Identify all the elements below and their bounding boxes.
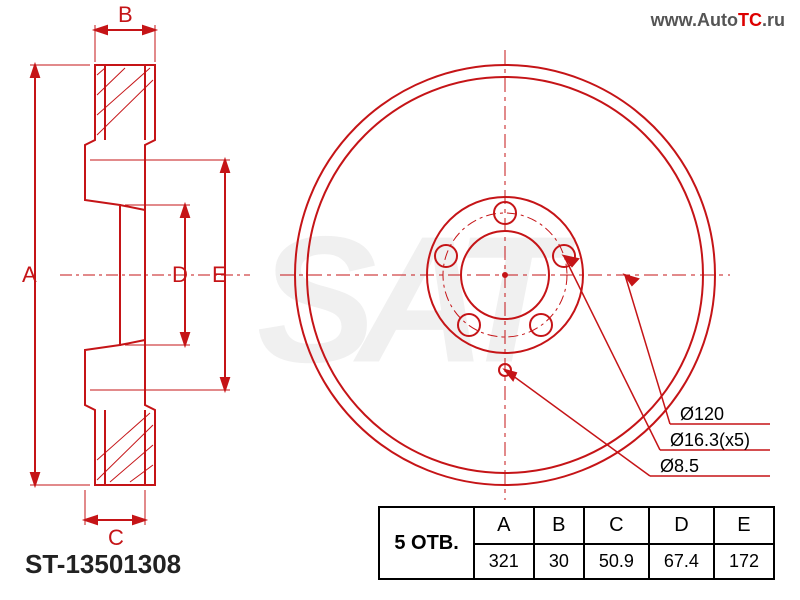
- svg-text:B: B: [118, 2, 133, 27]
- url-part-3: .ru: [762, 10, 785, 30]
- table-header: C: [584, 507, 649, 544]
- holes-count-cell: 5 ОТВ.: [379, 507, 473, 579]
- table-header: B: [534, 507, 584, 544]
- table-value: 30: [534, 544, 584, 579]
- watermark-url: www.AutoTC.ru: [651, 10, 785, 31]
- table-value: 172: [714, 544, 774, 579]
- table-header: D: [649, 507, 714, 544]
- table-value: 321: [474, 544, 534, 579]
- svg-text:E: E: [212, 262, 227, 287]
- svg-text:A: A: [22, 262, 37, 287]
- table-header: A: [474, 507, 534, 544]
- svg-text:D: D: [172, 262, 188, 287]
- callout-d1: Ø120: [680, 404, 724, 424]
- table-value: 67.4: [649, 544, 714, 579]
- table-value: 50.9: [584, 544, 649, 579]
- table-header: E: [714, 507, 774, 544]
- svg-text:C: C: [108, 525, 124, 550]
- url-part-1: www.Auto: [651, 10, 738, 30]
- dimension-table: 5 ОТВ. A B C D E 321 30 50.9 67.4 172: [378, 506, 775, 580]
- url-part-2: TC: [738, 10, 762, 30]
- callout-d3: Ø8.5: [660, 456, 699, 476]
- callout-d2: Ø16.3(x5): [670, 430, 750, 450]
- part-number: ST-13501308: [25, 549, 181, 580]
